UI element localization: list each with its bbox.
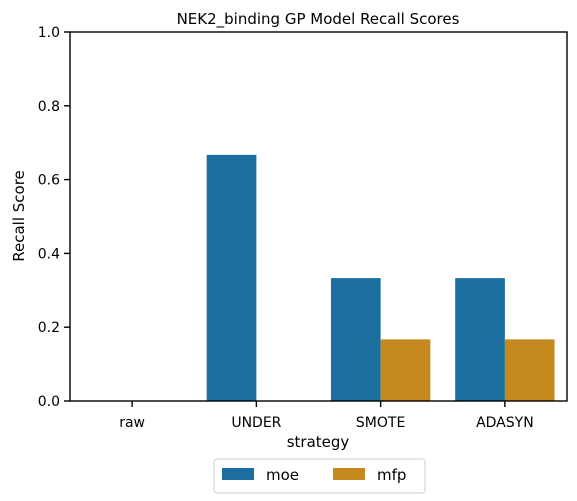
x-tick-label-under: UNDER <box>231 415 281 431</box>
legend: moe mfp <box>214 459 425 493</box>
bar-mfp-adasyn <box>505 339 555 401</box>
bar-moe-adasyn <box>455 278 505 401</box>
chart-title: NEK2_binding GP Model Recall Scores <box>177 10 460 29</box>
y-tick-label: 0.8 <box>38 99 60 115</box>
legend-swatch-moe <box>222 468 254 480</box>
x-tick-label-smote: SMOTE <box>356 415 405 431</box>
y-tick-label: 1.0 <box>38 25 60 41</box>
y-axis-label: Recall Score <box>10 170 28 262</box>
x-ticks-group: raw UNDER SMOTE ADASYN <box>119 401 533 431</box>
bar-mfp-smote <box>381 339 431 401</box>
bars-group <box>207 155 555 401</box>
x-tick-label-raw: raw <box>119 415 145 431</box>
legend-label-mfp: mfp <box>377 466 406 484</box>
x-axis-label: strategy <box>287 433 350 451</box>
y-tick-label: 0.2 <box>38 320 60 336</box>
x-tick-label-adasyn: ADASYN <box>476 415 534 431</box>
y-ticks-group: 0.0 0.2 0.4 0.6 0.8 1.0 <box>38 25 70 410</box>
y-tick-label: 0.6 <box>38 173 60 189</box>
legend-swatch-mfp <box>333 468 365 480</box>
legend-label-moe: moe <box>266 466 299 484</box>
bar-moe-under <box>207 155 257 401</box>
bar-moe-smote <box>331 278 381 401</box>
y-tick-label: 0.0 <box>38 394 60 410</box>
y-tick-label: 0.4 <box>38 246 60 262</box>
